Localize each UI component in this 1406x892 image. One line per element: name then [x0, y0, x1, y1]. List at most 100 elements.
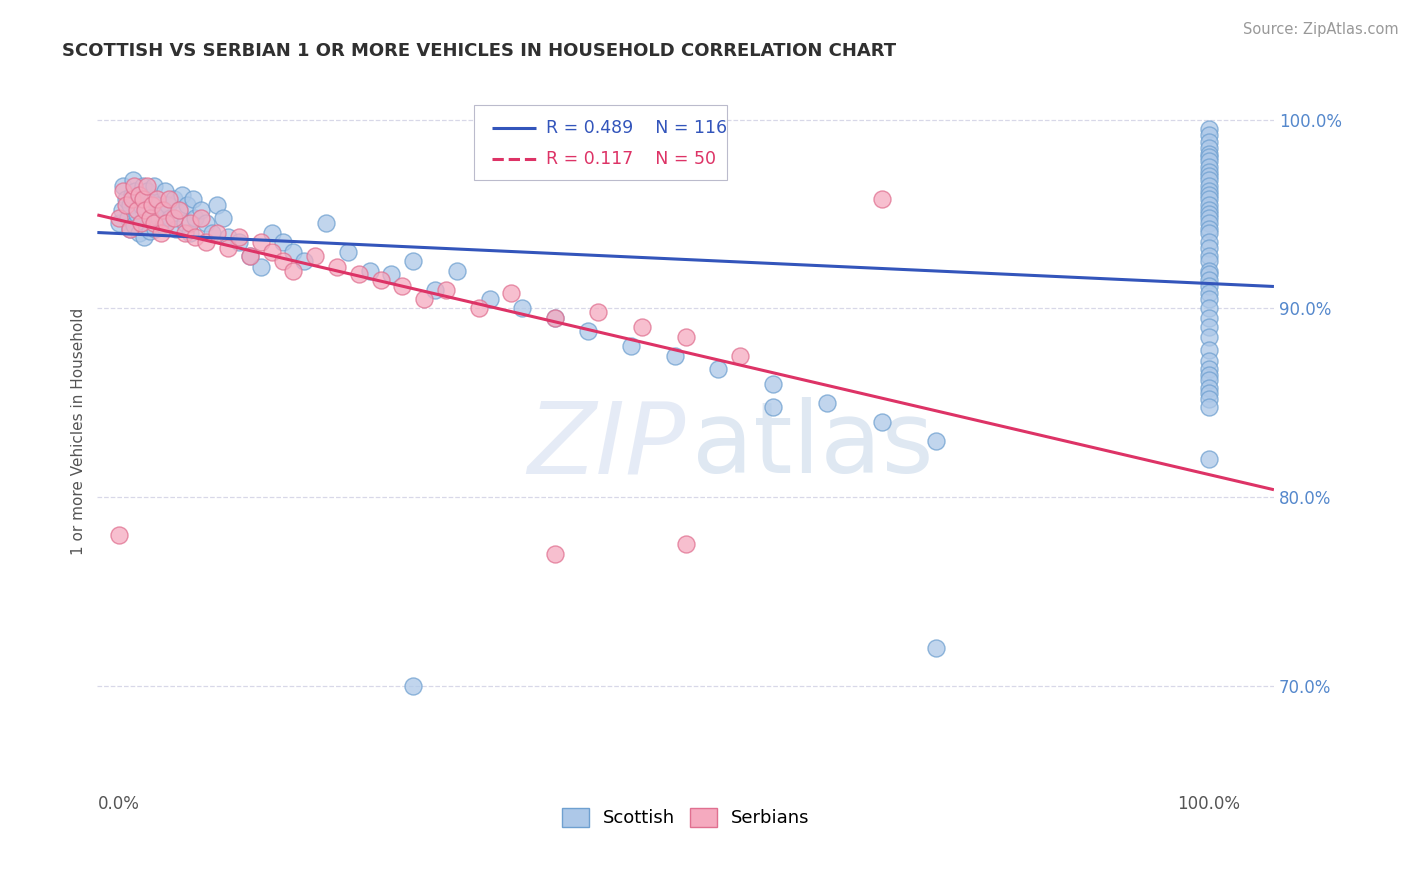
Point [544, 310, 567, 325]
Point [1198, 197, 1220, 211]
Point [143, 178, 166, 193]
Point [283, 244, 305, 259]
Point [1198, 154, 1220, 169]
Point [179, 217, 201, 231]
Point [728, 349, 751, 363]
Point [925, 434, 948, 448]
Point [1198, 263, 1220, 277]
Point [176, 197, 198, 211]
Point [1198, 207, 1220, 221]
Point [152, 203, 174, 218]
Point [132, 192, 155, 206]
Point [122, 173, 145, 187]
Legend: Scottish, Serbians: Scottish, Serbians [554, 801, 817, 835]
Point [707, 362, 730, 376]
Point [108, 528, 131, 542]
Point [1198, 192, 1220, 206]
Point [304, 249, 326, 263]
Point [136, 185, 159, 199]
Point [631, 320, 654, 334]
Point [1198, 310, 1220, 325]
Point [446, 263, 468, 277]
Point [152, 203, 174, 218]
Point [1198, 226, 1220, 240]
Point [155, 217, 177, 231]
Point [1198, 249, 1220, 263]
Point [162, 192, 184, 206]
Point [134, 203, 156, 218]
Point [184, 229, 207, 244]
Point [576, 324, 599, 338]
Point [114, 192, 136, 206]
Point [211, 211, 233, 225]
Point [762, 400, 785, 414]
Point [195, 217, 218, 231]
Point [1198, 146, 1220, 161]
Point [165, 222, 187, 236]
Point [228, 229, 250, 244]
Point [664, 349, 686, 363]
Point [148, 211, 170, 225]
Point [1198, 188, 1220, 202]
Text: R = 0.117    N = 50: R = 0.117 N = 50 [546, 150, 716, 168]
Point [249, 235, 271, 250]
Point [129, 217, 152, 231]
Point [162, 211, 184, 225]
Point [181, 192, 204, 206]
Text: R = 0.489    N = 116: R = 0.489 N = 116 [546, 120, 727, 137]
Point [1198, 128, 1220, 142]
Text: Source: ZipAtlas.com: Source: ZipAtlas.com [1243, 22, 1399, 37]
Point [260, 226, 283, 240]
Point [1198, 211, 1220, 225]
Point [141, 197, 163, 211]
Point [1198, 235, 1220, 250]
Point [434, 283, 457, 297]
Point [201, 226, 224, 240]
Point [380, 268, 402, 282]
Point [1198, 203, 1220, 218]
Point [172, 188, 194, 202]
Point [1198, 362, 1220, 376]
Point [149, 226, 172, 240]
Point [1198, 292, 1220, 306]
Point [125, 203, 148, 218]
Point [159, 211, 181, 225]
Point [675, 330, 697, 344]
Point [118, 222, 141, 236]
Point [1198, 301, 1220, 316]
Point [1198, 392, 1220, 406]
Point [370, 273, 392, 287]
Point [1198, 320, 1220, 334]
Point [1198, 278, 1220, 293]
Point [336, 244, 359, 259]
Point [1198, 173, 1220, 187]
Point [1198, 330, 1220, 344]
Point [1198, 286, 1220, 301]
Point [271, 235, 294, 250]
Y-axis label: 1 or more Vehicles in Household: 1 or more Vehicles in Household [72, 308, 86, 555]
Point [1198, 222, 1220, 236]
Point [124, 219, 146, 233]
Point [1198, 273, 1220, 287]
Point [167, 203, 190, 218]
Point [391, 278, 413, 293]
Point [143, 222, 166, 236]
Point [239, 249, 262, 263]
Point [179, 226, 201, 240]
Point [190, 203, 212, 218]
Point [173, 217, 195, 231]
Point [925, 641, 948, 656]
Point [501, 286, 523, 301]
Text: ZIP: ZIP [527, 397, 686, 494]
Point [157, 192, 180, 206]
Point [1198, 165, 1220, 179]
Point [675, 537, 697, 551]
Point [283, 263, 305, 277]
Point [138, 211, 160, 225]
Point [118, 222, 141, 236]
Point [402, 254, 425, 268]
Point [190, 211, 212, 225]
Point [1198, 343, 1220, 357]
Point [128, 192, 150, 206]
Point [249, 260, 271, 274]
